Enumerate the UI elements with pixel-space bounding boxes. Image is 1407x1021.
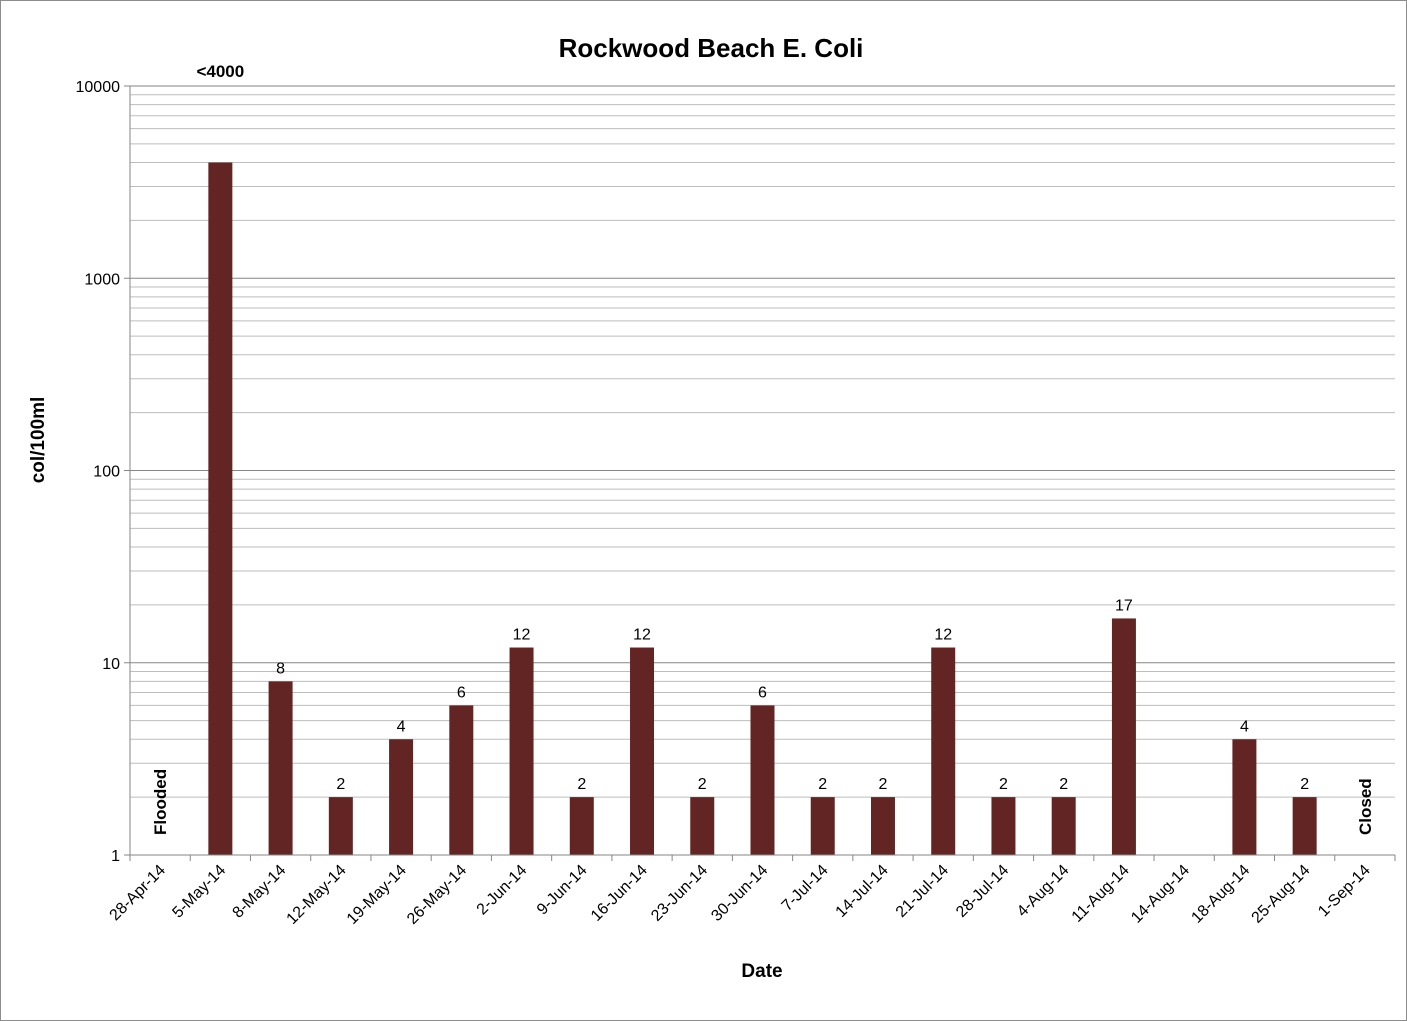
bars — [208, 162, 1317, 855]
bar — [931, 647, 956, 855]
x-tick-label: 14-Aug-14 — [1128, 862, 1193, 927]
x-tick-label: 25-Aug-14 — [1249, 862, 1314, 927]
bar — [268, 681, 293, 855]
data-label: 2 — [577, 776, 586, 793]
x-tick-label: 16-Jun-14 — [588, 862, 651, 925]
bar — [569, 797, 594, 855]
data-label: <4000 — [196, 62, 244, 81]
bar — [328, 797, 353, 855]
data-label: 2 — [999, 776, 1008, 793]
x-axis-title: Date — [741, 961, 782, 982]
y-tick-label: 10 — [102, 656, 120, 673]
bar — [690, 797, 715, 855]
x-tick-label: 18-Aug-14 — [1188, 862, 1253, 927]
bar — [1111, 618, 1136, 855]
x-tick-label: 9-Jun-14 — [534, 862, 591, 919]
data-label: 2 — [698, 776, 707, 793]
data-label: 4 — [397, 718, 406, 735]
x-tick-label: 12-May-14 — [284, 862, 350, 928]
data-label: 2 — [879, 776, 888, 793]
bar — [870, 797, 895, 855]
x-tick-label: 2-Jun-14 — [474, 862, 531, 919]
x-tick-label: 11-Aug-14 — [1069, 862, 1133, 926]
x-tick-label: 21-Jul-14 — [893, 862, 952, 921]
x-tick-label: 8-May-14 — [230, 862, 290, 922]
y-tick-label: 100 — [93, 464, 120, 481]
data-label: 2 — [818, 776, 827, 793]
bar — [208, 162, 233, 855]
data-label: 2 — [1300, 776, 1309, 793]
x-tick-label: 1-Sep-14 — [1315, 862, 1374, 921]
x-tick-label: 28-Jul-14 — [953, 862, 1012, 921]
y-tick-label: 1 — [111, 848, 120, 865]
chart-title: Rockwood Beach E. Coli — [559, 33, 864, 63]
data-label: 12 — [934, 627, 952, 644]
x-tick-label: 7-Jul-14 — [779, 862, 832, 915]
y-tick-label: 10000 — [76, 79, 121, 96]
data-label: 8 — [276, 660, 285, 677]
y-axis-title: col/100ml — [28, 397, 49, 484]
data-label: 12 — [513, 627, 531, 644]
bar — [1292, 797, 1317, 855]
x-tick-label: 19-May-14 — [344, 862, 410, 928]
x-tick-label: 14-Jul-14 — [833, 862, 892, 921]
x-tick-label: 30-Jun-14 — [708, 862, 771, 925]
data-label: 17 — [1115, 597, 1133, 614]
x-tick-label: 23-Jun-14 — [648, 862, 711, 925]
y-tick-label: 1000 — [84, 271, 120, 288]
data-label: 2 — [336, 776, 345, 793]
bar — [630, 647, 655, 855]
bar — [509, 647, 534, 855]
axes — [124, 85, 1396, 861]
bar — [991, 797, 1016, 855]
annotation-label: Closed — [1356, 778, 1375, 835]
bar — [1232, 739, 1257, 855]
bar — [1051, 797, 1076, 855]
data-label: 2 — [1059, 776, 1068, 793]
x-tick-label: 28-Apr-14 — [107, 862, 169, 924]
x-tick-label: 5-May-14 — [169, 862, 229, 922]
data-label: 6 — [457, 684, 466, 701]
x-tick-label: 4-Aug-14 — [1014, 862, 1073, 921]
bar — [750, 705, 775, 855]
data-label: 4 — [1240, 718, 1249, 735]
bar — [389, 739, 414, 855]
data-label: 6 — [758, 684, 767, 701]
data-label: 12 — [633, 627, 651, 644]
bar — [810, 797, 835, 855]
x-tick-label: 26-May-14 — [404, 862, 470, 928]
bar — [449, 705, 474, 855]
annotation-label: Flooded — [151, 769, 170, 835]
